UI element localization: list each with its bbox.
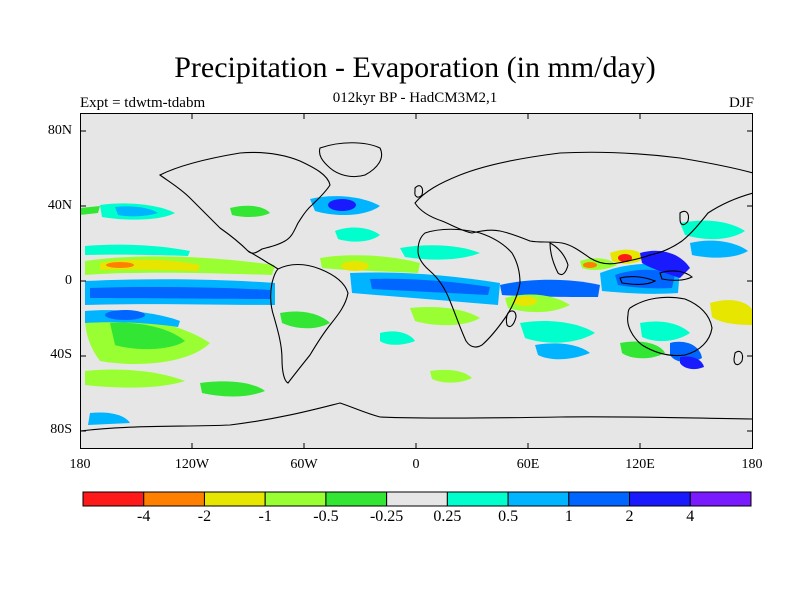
lat-label-40n: 40N (47, 198, 72, 213)
field-patch (500, 279, 600, 297)
field-patch (370, 278, 490, 295)
field-patch (400, 245, 480, 260)
lon-label-180w: 180 (69, 457, 91, 472)
field-patch (90, 286, 270, 299)
field-patch (85, 244, 190, 256)
legend-swatch (82, 491, 145, 507)
coastline-africa (417, 228, 521, 348)
field-patch (670, 341, 702, 363)
coastline-japan (679, 210, 690, 226)
world-map (80, 113, 753, 449)
lon-label-120e: 120E (625, 457, 655, 472)
field-patch (535, 343, 590, 360)
coastline-new-guinea (659, 270, 693, 281)
lon-label-120w: 120W (174, 457, 210, 472)
legend-label: -2 (197, 508, 212, 525)
coastline-australia (627, 296, 713, 357)
coastline-south-america (270, 263, 349, 384)
field-patch (680, 220, 745, 240)
legend-swatch (325, 491, 388, 507)
field-patch (341, 261, 369, 271)
coastline-madagascar (505, 310, 517, 328)
lon-label-180e: 180 (741, 457, 763, 472)
lon-label-0: 0 (412, 457, 420, 472)
legend-swatch (203, 491, 266, 507)
legend-swatch (143, 491, 205, 507)
coastline-new-zealand (733, 350, 744, 366)
legend-label: 1 (564, 508, 573, 525)
field-patch (640, 321, 690, 342)
map-ticks (80, 113, 753, 449)
coastline-india (549, 242, 569, 276)
coastline-indonesia (619, 276, 657, 285)
field-patch (115, 206, 158, 217)
legend-label: 0.25 (433, 508, 462, 525)
field-patch (85, 369, 185, 388)
field-patch (520, 321, 595, 343)
lat-label-80s: 80S (50, 422, 72, 437)
legend-swatch (689, 491, 752, 507)
legend-label: -1 (258, 508, 272, 525)
map-subtitle: 012kyr BP - HadCM3M2,1 (332, 90, 498, 106)
lon-label-60w: 60W (290, 457, 318, 472)
coastline-greenland (318, 142, 383, 178)
coastline-antarctica (80, 402, 753, 432)
legend-label: 4 (686, 508, 695, 525)
lat-label-40s: 40S (50, 347, 72, 362)
field-patch (513, 296, 537, 306)
legend-swatch (507, 491, 570, 507)
legend-swatch (446, 491, 509, 507)
field-patch (105, 310, 145, 320)
field-patch (680, 356, 704, 370)
coastline-north-america (158, 151, 331, 254)
lon-label-60e: 60E (516, 457, 540, 472)
legend-label: -4 (137, 508, 151, 525)
field-patch (328, 199, 356, 211)
field-patch (88, 412, 130, 425)
legend-swatch (264, 491, 327, 507)
experiment-label: Expt = tdwtm-tdabm (80, 95, 206, 111)
field-patch (380, 331, 415, 345)
season-label: DJF (728, 95, 754, 111)
field-patch (335, 227, 380, 242)
field-patches (80, 196, 753, 425)
field-patch (618, 254, 632, 262)
lat-label-eq: 0 (65, 273, 72, 288)
legend-swatch (386, 491, 448, 507)
color-legend (82, 491, 752, 507)
coastline-uk (414, 185, 424, 198)
field-patch (280, 311, 330, 329)
field-patch (200, 381, 265, 397)
lat-label-80n: 80N (47, 123, 72, 138)
field-patch (410, 307, 480, 326)
field-patch (230, 205, 270, 217)
coastline-central-america (247, 250, 279, 270)
field-patch (80, 206, 100, 215)
field-patch (690, 240, 748, 258)
coastlines (80, 142, 753, 432)
field-patch (710, 300, 753, 325)
coastline-eurasia (414, 151, 753, 265)
field-patch (430, 369, 472, 383)
field-patch (583, 262, 597, 268)
field-patch (110, 322, 185, 350)
legend-swatch (568, 491, 631, 507)
legend-label: 0.5 (498, 508, 519, 525)
legend-label: -0.5 (313, 508, 339, 525)
legend-label: -0.25 (369, 508, 404, 525)
field-patch (106, 262, 134, 268)
legend-swatch (629, 491, 691, 507)
field-patch (620, 341, 665, 359)
legend-label: 2 (625, 508, 634, 525)
map-title: Precipitation - Evaporation (in mm/day) (174, 51, 656, 84)
